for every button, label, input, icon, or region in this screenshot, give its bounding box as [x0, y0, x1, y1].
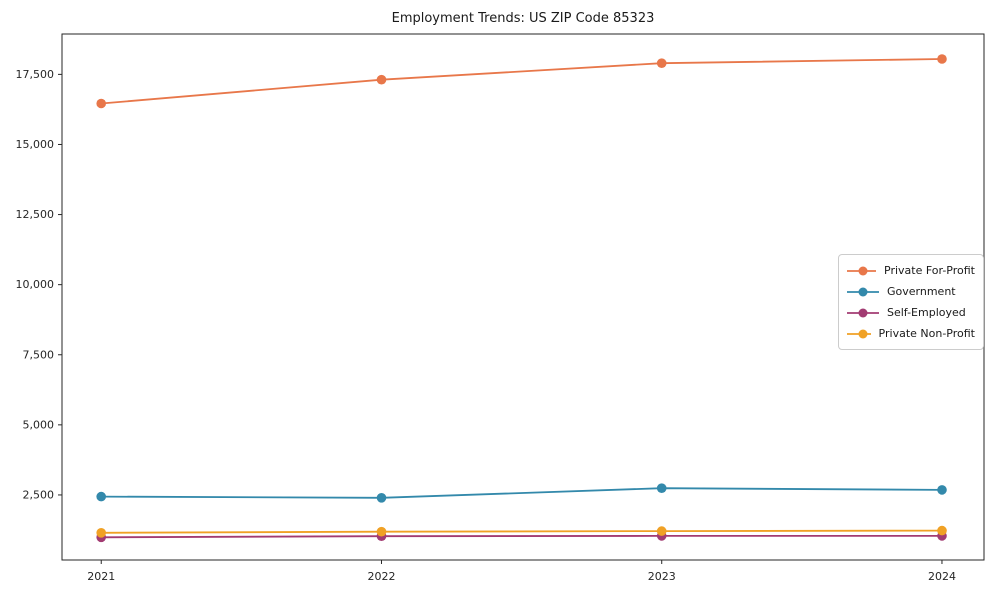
- data-point-private-for-profit: [656, 58, 667, 68]
- y-axis-tick-label: 17,500: [16, 68, 55, 81]
- x-axis-tick-label: 2023: [648, 570, 676, 583]
- legend-marker-icon: [847, 266, 876, 275]
- legend-label: Private For-Profit: [884, 264, 975, 277]
- legend-item-private-non-profit: Private Non-Profit: [847, 323, 975, 344]
- data-point-private-for-profit: [376, 74, 387, 85]
- y-axis-tick-label: 10,000: [16, 278, 55, 291]
- data-point-government: [656, 483, 667, 494]
- chart-legend: Private For-Profit Government Self-Employe…: [838, 254, 984, 350]
- data-point-private-for-profit: [96, 98, 106, 109]
- data-point-government: [96, 491, 106, 502]
- series-line-government: [101, 487, 943, 499]
- data-point-government: [376, 493, 387, 503]
- legend-item-self-employed: Self-Employed: [847, 302, 975, 323]
- data-point-private-non-profit: [656, 526, 667, 536]
- y-axis-tick-label: 2,500: [23, 488, 55, 501]
- series-line-private-non-profit: [101, 529, 943, 534]
- data-point-private-non-profit: [937, 525, 947, 536]
- data-point-private-non-profit: [376, 526, 387, 537]
- legend-label: Government: [887, 285, 956, 298]
- legend-marker-icon: [847, 308, 879, 317]
- plot-border: [61, 33, 985, 561]
- data-point-private-non-profit: [96, 528, 106, 538]
- data-point-private-for-profit: [937, 54, 947, 64]
- x-axis-tick-label: 2024: [928, 570, 956, 583]
- data-point-government: [937, 485, 947, 495]
- y-axis-tick-label: 7,500: [23, 348, 55, 361]
- legend-label: Self-Employed: [887, 306, 966, 319]
- series-line-private-for-profit: [101, 58, 943, 105]
- series-line-self-employed: [101, 535, 942, 539]
- legend-marker-icon: [847, 287, 879, 296]
- legend-marker-icon: [847, 329, 871, 338]
- y-axis-tick-label: 12,500: [16, 208, 55, 221]
- legend-item-government: Government: [847, 281, 975, 302]
- x-axis-tick-label: 2021: [87, 570, 115, 583]
- y-axis-tick-label: 5,000: [23, 418, 55, 431]
- legend-item-private-for-profit: Private For-Profit: [847, 260, 975, 281]
- x-axis-tick-label: 2022: [367, 570, 395, 583]
- y-axis-tick-label: 15,000: [16, 138, 55, 151]
- legend-label: Private Non-Profit: [878, 327, 975, 340]
- chart-title: Employment Trends: US ZIP Code 85323: [391, 11, 655, 26]
